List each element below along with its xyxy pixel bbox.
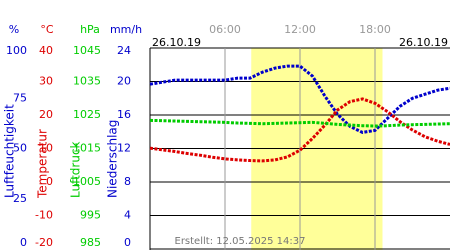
x-tick-label: 12:00: [284, 23, 316, 36]
footer: Erstellt: 12.05.2025 14:37: [175, 236, 306, 247]
y-tick-label: 16: [117, 108, 131, 121]
axis-title: Luftfeuchtigkeit: [3, 104, 17, 198]
y-tick-label: 0: [46, 175, 53, 188]
series-line: [149, 64, 450, 134]
y-tick-label: 24: [117, 44, 131, 57]
axis-title: Temperatur: [36, 129, 50, 199]
axis-title: Luftdruck: [69, 141, 83, 198]
y-tick-label: 985: [80, 236, 101, 249]
y-tick-label: 0: [20, 236, 27, 249]
y-tick-label: 25: [13, 192, 27, 205]
x-tick-label: 18:00: [359, 23, 391, 36]
y-tick-label: 0: [124, 236, 131, 249]
axis-unit: %: [9, 23, 19, 36]
y-tick-label: 12: [117, 142, 131, 155]
axis-unit: hPa: [80, 23, 100, 36]
y-tick-label: 1045: [73, 44, 101, 57]
axis-unit: mm/h: [110, 23, 142, 36]
axis-title: Niederschlag: [106, 120, 120, 198]
y-tick-label: 100: [6, 44, 27, 57]
y-tick-label: 995: [80, 209, 101, 222]
y-tick-label: 30: [39, 75, 53, 88]
y-tick-label: -10: [35, 209, 53, 222]
x-tick-label: 06:00: [209, 23, 241, 36]
y-tick-label: 4: [124, 209, 131, 222]
y-tick-label: 1005: [73, 175, 101, 188]
y-tick-label: 20: [39, 108, 53, 121]
axis-unit: °C: [40, 23, 54, 36]
y-tick-label: 1015: [73, 142, 101, 155]
y-tick-label: 1035: [73, 75, 101, 88]
series-line: [149, 118, 450, 128]
y-tick-label: 75: [13, 91, 27, 104]
series-line: [149, 97, 450, 163]
y-tick-label: 20: [117, 75, 131, 88]
y-tick-label: 8: [124, 175, 131, 188]
y-tick-label: 10: [39, 142, 53, 155]
y-tick-label: 40: [39, 44, 53, 57]
y-tick-label: -20: [35, 236, 53, 249]
y-tick-label: 1025: [73, 108, 101, 121]
date-left: 26.10.19: [152, 36, 201, 49]
y-tick-label: 50: [13, 142, 27, 155]
date-right: 26.10.19: [399, 36, 448, 49]
